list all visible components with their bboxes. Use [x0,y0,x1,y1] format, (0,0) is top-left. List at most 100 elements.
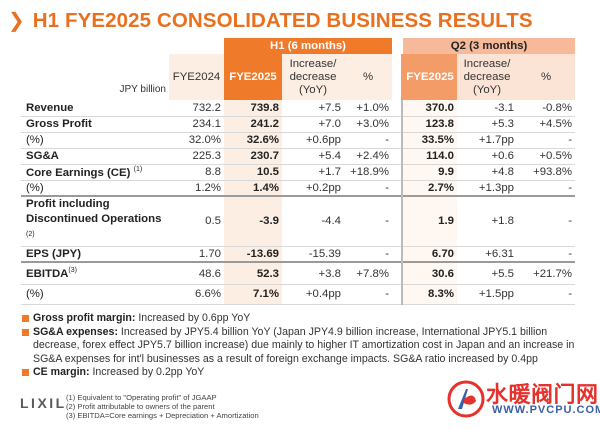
footnote: (2) Profit attributable to owners of the… [66,402,215,411]
note-text: Increased by 0.2pp YoY [89,366,205,378]
row-label: (%) [21,180,169,197]
cell-increase: +7.5 [282,100,344,117]
row-label: Revenue [21,100,169,117]
cell-increase: +5.4 [282,148,344,165]
col-header-percent: % [344,54,393,100]
cell-fye2025: 7.1% [224,284,282,305]
table-row: (%) 32.0% 32.6% +0.6pp - 33.5% +1.7pp - [21,132,576,149]
cell-increase: +7.0 [282,116,344,133]
cell-q2-increase: +4.8 [457,164,518,181]
row-label: Gross Profit [21,116,169,133]
table-row: Revenue 732.2 739.8 +7.5 +1.0% 370.0 -3.… [21,100,576,117]
row-label: EBITDA(3) [21,261,169,285]
cell-q2-increase: +1.5pp [457,284,518,305]
square-bullet-icon [22,315,29,322]
cell-q2-percent: - [517,180,576,197]
cell-q2-increase: +1.8 [457,194,518,247]
table-row: SG&A 225.3 230.7 +5.4 +2.4% 114.0 +0.6 +… [21,148,576,165]
cell-percent: - [344,132,393,149]
cell-percent: - [344,194,393,247]
cell-percent: - [344,246,393,263]
cell-percent: +3.0% [344,116,393,133]
col-header-fye2024: FYE2024 [169,54,224,100]
cell-q2-percent: +0.5% [517,148,576,165]
cell-q2-increase: +5.3 [457,116,518,133]
footnote-ref: (1) [133,165,143,173]
row-label: (%) [21,284,169,305]
watermark-title: 水暖阀门网 [486,382,599,407]
table-row: (%) 1.2% 1.4% +0.2pp - 2.7% +1.3pp - [21,180,576,197]
cell-q2-percent: +21.7% [517,261,576,285]
cell-percent: - [344,284,393,305]
cell-q2-fye2025: 33.5% [401,132,458,149]
cell-percent: +18.9% [344,164,393,181]
cell-q2-fye2025: 8.3% [401,284,458,305]
unit-label: JPY billion [119,84,166,95]
group-header-h1: H1 (6 months) [224,38,393,54]
lixil-logo: LIXIL [20,395,67,411]
cell-increase: -15.39 [282,246,344,263]
row-label: Profit including Discontinued Operations… [21,194,169,247]
cell-q2-increase: -3.1 [457,100,518,117]
cell-fye2025: 1.4% [224,180,282,197]
cell-q2-percent: -0.8% [517,100,576,117]
cell-q2-fye2025: 1.9 [401,194,458,247]
note-item: CE margin: Increased by 0.2pp YoY [21,366,581,380]
cell-increase: +0.2pp [282,180,344,197]
cell-fye2025: 32.6% [224,132,282,149]
cell-fye2024: 48.6 [169,261,224,285]
row-label-text: EBITDA [26,267,69,280]
page-title-text: H1 FYE2025 CONSOLIDATED BUSINESS RESULTS [32,9,533,32]
cell-percent: +1.0% [344,100,393,117]
watermark: 水暖阀门网 WWW.PVCPU.COM [446,373,600,427]
cell-fye2024: 225.3 [169,148,224,165]
col-header-increase-decrease: Increase/ decrease (YoY) [282,54,344,100]
note-text: Increased by 0.6pp YoY [135,312,251,324]
table-row: EPS (JPY) 1.70 -13.69 -15.39 - 6.70 +6.3… [21,246,576,263]
footnote-ref: (2) [26,231,35,238]
cell-q2-fye2025: 6.70 [401,246,458,263]
cell-fye2024: 8.8 [169,164,224,181]
cell-fye2024: 1.70 [169,246,224,263]
cell-q2-increase: +6.31 [457,246,518,263]
cell-q2-percent: - [517,284,576,305]
cell-percent: - [344,180,393,197]
cell-fye2024: 0.5 [169,194,224,247]
row-label: (%) [21,132,169,149]
cell-fye2025: -13.69 [224,246,282,263]
footnote: (3) EBITDA=Core earnings + Depreciation … [66,411,259,420]
cell-increase: +0.4pp [282,284,344,305]
cell-q2-fye2025: 370.0 [401,100,458,117]
table-row: (%) 6.6% 7.1% +0.4pp - 8.3% +1.5pp - [21,284,576,305]
cell-fye2025: 230.7 [224,148,282,165]
cell-fye2025: -3.9 [224,194,282,247]
row-label-text: Core Earnings (CE) [26,166,131,179]
page-title: ❯ H1 FYE2025 CONSOLIDATED BUSINESS RESUL… [8,7,533,35]
footnote: (1) Equivalent to "Operating profit" of … [66,393,217,402]
note-item: SG&A expenses: Increased by JPY5.4 billi… [21,326,581,367]
cell-increase: -4.4 [282,194,344,247]
cell-q2-percent: - [517,194,576,247]
cell-q2-increase: +5.5 [457,261,518,285]
square-bullet-icon [22,369,29,376]
cell-q2-fye2025: 123.8 [401,116,458,133]
cell-q2-fye2025: 9.9 [401,164,458,181]
cell-q2-fye2025: 30.6 [401,261,458,285]
cell-q2-fye2025: 114.0 [401,148,458,165]
cell-increase: +3.8 [282,261,344,285]
cell-q2-percent: - [517,246,576,263]
row-label: EPS (JPY) [21,246,169,263]
cell-q2-percent: +93.8% [517,164,576,181]
note-item: Gross profit margin: Increased by 0.6pp … [21,312,581,326]
cell-fye2024: 32.0% [169,132,224,149]
watermark-url: WWW.PVCPU.COM [492,404,600,416]
commentary-notes: Gross profit margin: Increased by 0.6pp … [21,312,581,380]
table-row: Core Earnings (CE) (1) 8.8 10.5 +1.7 +18… [21,164,576,181]
cell-fye2024: 732.2 [169,100,224,117]
chevron-right-icon: ❯ [8,10,25,32]
cell-fye2024: 6.6% [169,284,224,305]
table-row: Gross Profit 234.1 241.2 +7.0 +3.0% 123.… [21,116,576,133]
footnote-ref: (3) [68,267,77,275]
note-heading: SG&A expenses: [33,325,118,338]
cell-percent: +2.4% [344,148,393,165]
